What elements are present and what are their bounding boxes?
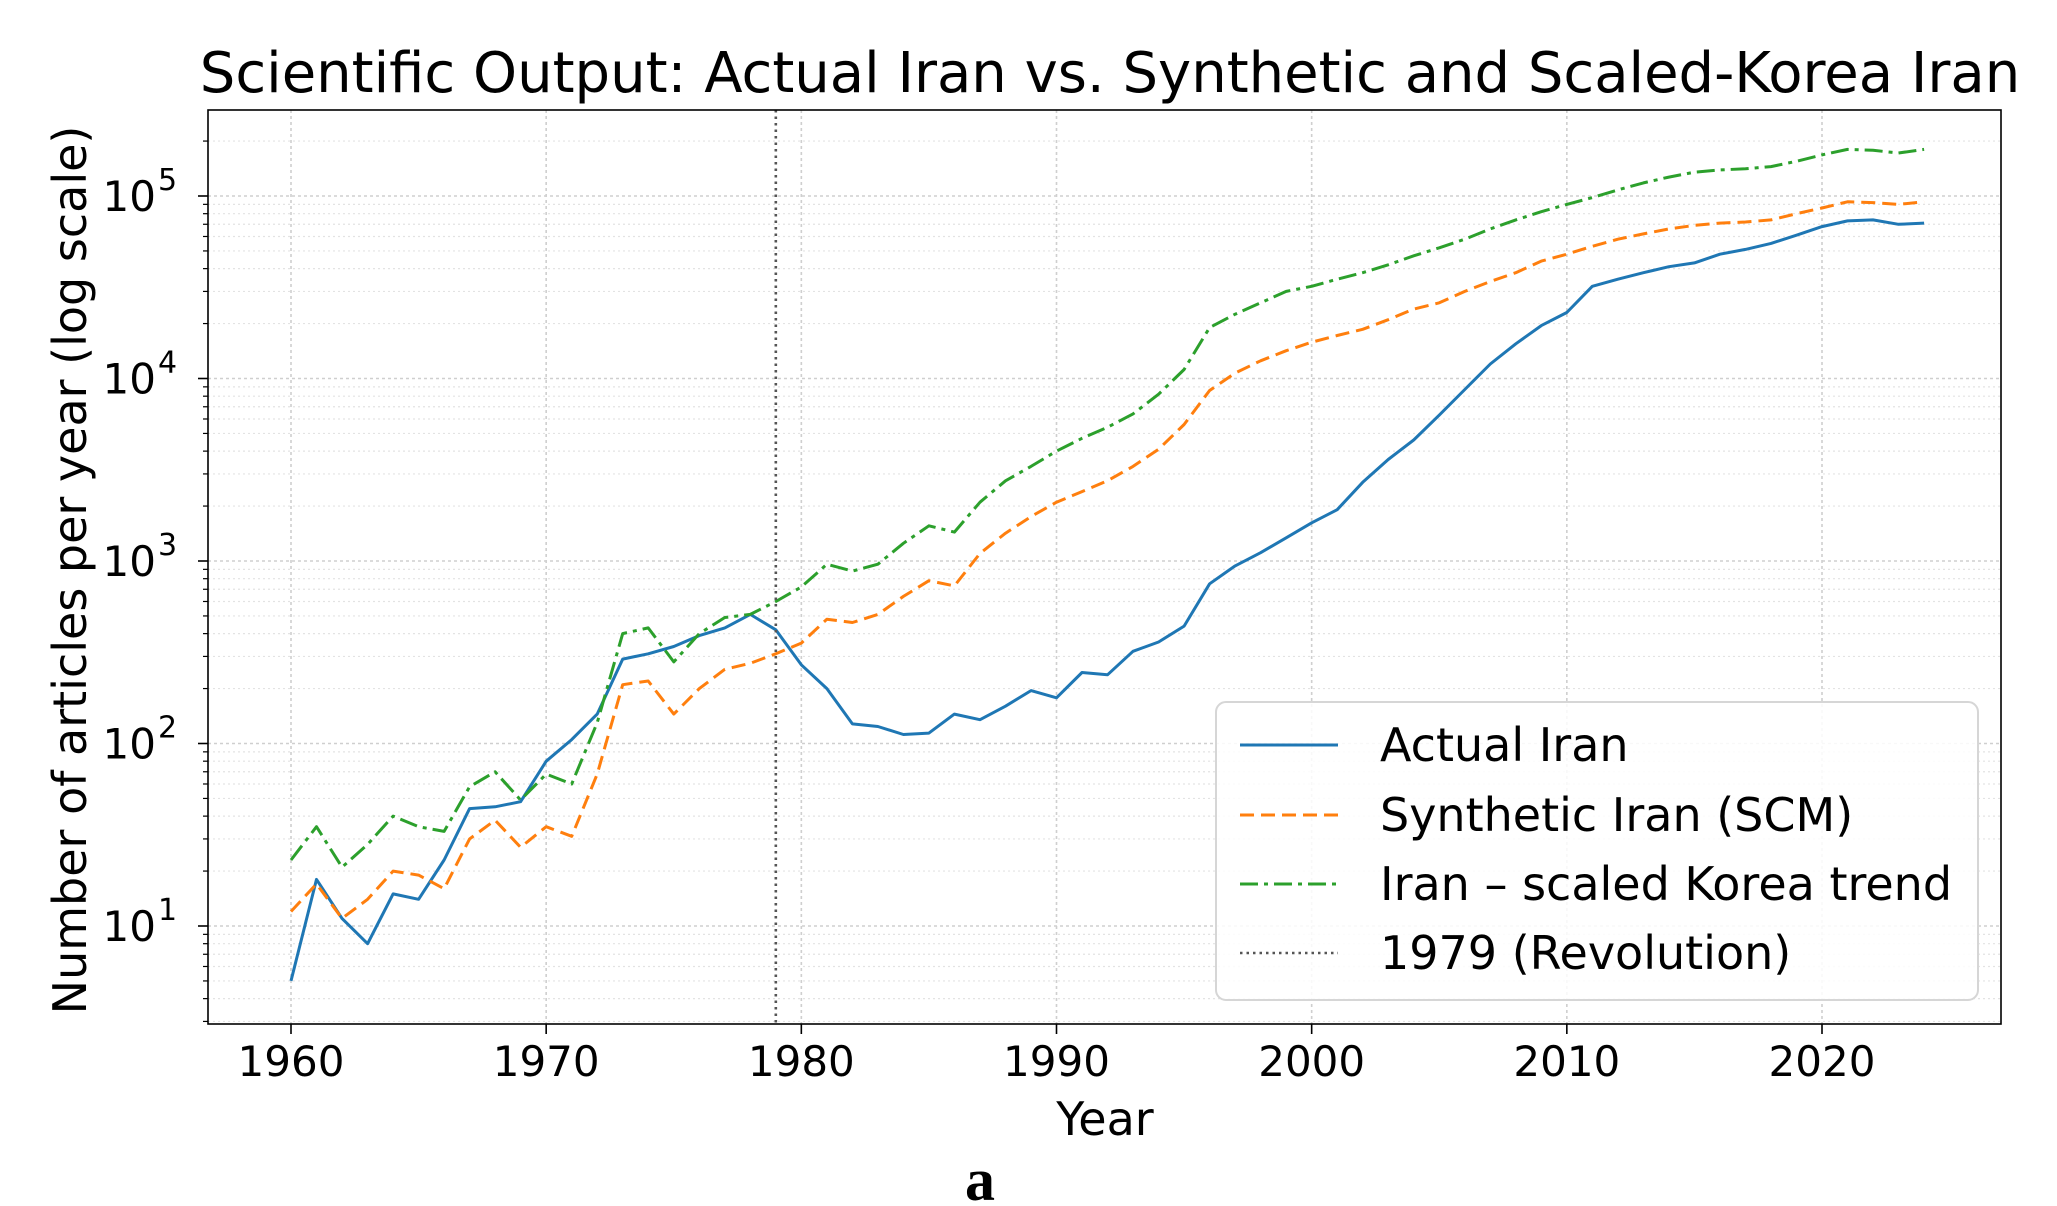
x-axis-ticks: 1960 1970 1980 1990 2000 2010 2020 [238,1024,1876,1086]
legend: Actual Iran Synthetic Iran (SCM) Iran – sc… [1215,701,1979,1001]
plot-area-frame [207,109,2002,1025]
legend-label: Iran – scaled Korea trend [1380,857,1952,911]
x-tick-label: 2000 [1258,1037,1365,1086]
legend-box [1215,701,1979,1001]
minor-gridlines [208,140,2001,1023]
legend-label: Synthetic Iran (SCM) [1380,788,1853,842]
legend-label: 1979 (Revolution) [1380,926,1791,980]
y-tick-label: 10 [103,172,156,221]
x-tick-label: 1960 [238,1037,345,1086]
x-tick-label: 1970 [493,1037,600,1086]
major-gridlines [208,110,2001,1024]
x-tick-label: 2020 [1769,1037,1876,1086]
x-tick-label: 1980 [748,1037,855,1086]
x-axis-label: Year [1055,1092,1153,1146]
chart-title: Scientific Output: Actual Iran vs. Synth… [200,41,2020,106]
y-tick-exponent: 1 [158,893,177,928]
series-layer [289,110,1925,1024]
y-tick-exponent: 4 [158,346,177,381]
y-tick-label: 10 [103,537,156,586]
x-tick-label: 1990 [1003,1037,1110,1086]
series-line-1 [289,200,1925,920]
legend-label: Actual Iran [1380,718,1629,772]
y-tick-exponent: 2 [158,711,177,746]
y-tick-label: 10 [103,902,156,951]
y-tick-label: 10 [103,720,156,769]
x-tick-label: 2010 [1513,1037,1620,1086]
y-axis-label: Number of articles per year (log scale) [43,126,97,1015]
figure-caption: a [965,1147,995,1206]
series-line-2 [289,147,1925,869]
y-tick-exponent: 5 [158,163,177,198]
y-tick-label: 10 [103,355,156,404]
y-tick-exponent: 3 [158,528,177,563]
series-line-0 [289,218,1925,982]
